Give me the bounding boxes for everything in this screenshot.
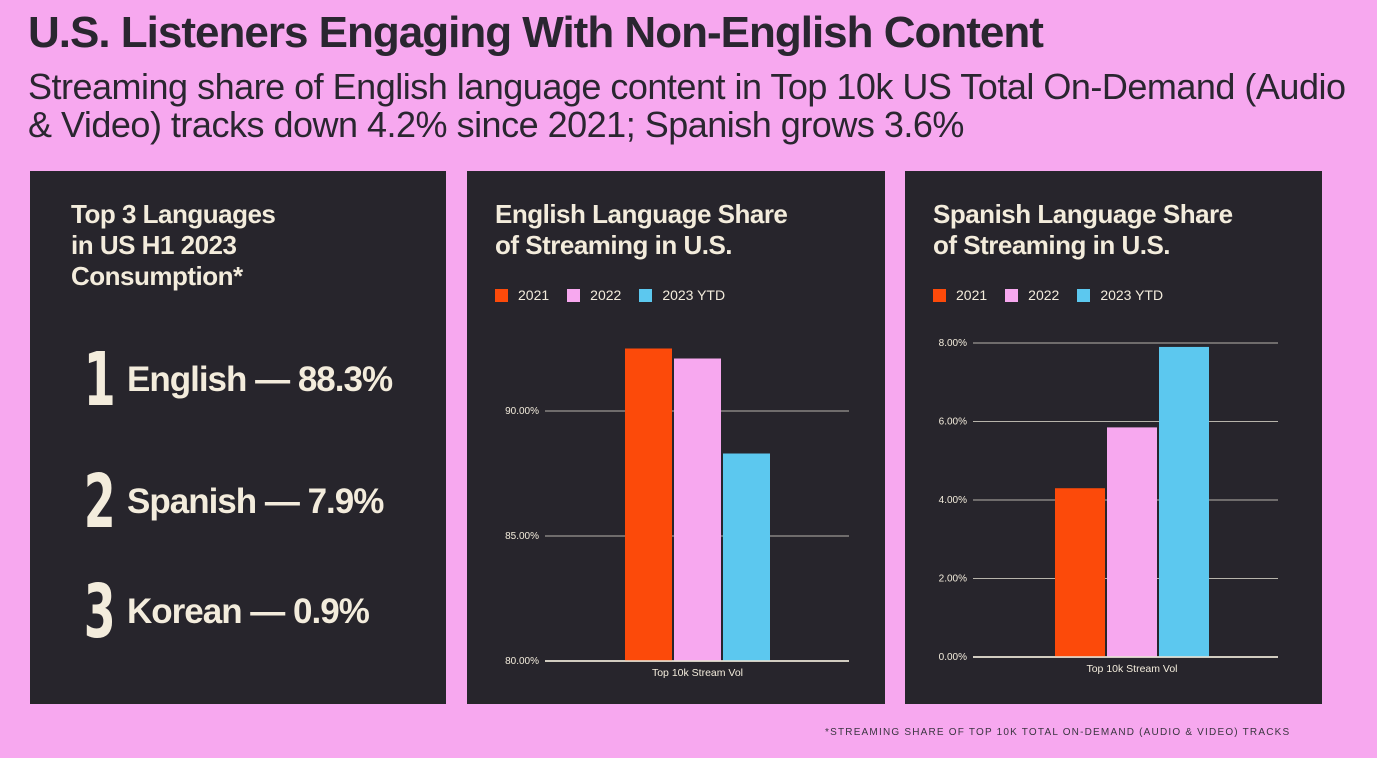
legend-label: 2021 (956, 287, 988, 303)
y-tick-label: 85.00% (505, 531, 539, 542)
y-tick-label: 80.00% (505, 656, 539, 667)
rank-number: 2 (83, 459, 116, 545)
legend-label: 2021 (518, 287, 550, 303)
y-tick-label: 4.00% (939, 495, 967, 506)
english-chart-panel: English Language Share of Streaming in U… (467, 171, 885, 704)
rank-number: 1 (83, 337, 116, 423)
spanish-bar-chart: 0.00% 2.00% 4.00% 6.00% 8.00% Top 10k Stream … (939, 338, 1278, 675)
legend-label: 2022 (1028, 287, 1060, 303)
rank-number: 3 (83, 569, 116, 655)
rank-row-1: 1 English — 88.3% (75, 337, 393, 423)
legend-swatch (1077, 288, 1091, 302)
legend-label: 2023 YTD (1100, 287, 1164, 303)
x-category-label: Top 10k Stream Vol (652, 667, 743, 679)
bar-2021 (1055, 488, 1105, 657)
ranking-panel: Top 3 Languages in US H1 2023 Consumptio… (30, 171, 446, 704)
legend-item-2021: 2021 (933, 287, 987, 303)
rank-row-3: 3 Korean — 0.9% (75, 569, 370, 655)
legend-swatch (495, 288, 508, 302)
legend-label: 2022 (590, 287, 622, 303)
english-bar-chart: 80.00% 85.00% 90.00% Top 10k Stream Vol (505, 348, 849, 679)
chart-title: English Language Share of Streaming in U… (495, 199, 788, 260)
legend-label: 2023 YTD (662, 287, 726, 303)
page-subtitle: Streaming share of English language cont… (28, 66, 1346, 145)
page-title: U.S. Listeners Engaging With Non-English… (28, 8, 1044, 57)
y-tick-label: 8.00% (939, 338, 967, 349)
rank-row-2: 2 Spanish — 7.9% (75, 459, 385, 545)
legend-item-2022: 2022 (1005, 287, 1059, 303)
bar-2023-ytd (1159, 346, 1209, 657)
legend-item-2023: 2023 YTD (639, 287, 725, 303)
spanish-chart-panel: Spanish Language Share of Streaming in U… (905, 171, 1322, 704)
chart-legend: 2021 2022 2023 YTD (495, 287, 743, 303)
chart-legend: 2021 2022 2023 YTD (933, 287, 1181, 303)
bar-2022 (1107, 427, 1157, 657)
legend-item-2021: 2021 (495, 287, 549, 303)
footnote: *STREAMING SHARE OF TOP 10K TOTAL ON-DEM… (825, 727, 1291, 738)
rank-label: Korean — 0.9% (127, 592, 370, 631)
legend-swatch (639, 288, 653, 302)
bar-2022 (674, 358, 721, 661)
legend-item-2023: 2023 YTD (1077, 287, 1163, 303)
legend-item-2022: 2022 (567, 287, 621, 303)
y-tick-label: 0.00% (939, 652, 967, 663)
bar-2021 (625, 348, 672, 661)
rank-label: English — 88.3% (127, 360, 393, 399)
y-tick-label: 6.00% (939, 417, 967, 428)
legend-swatch (1005, 288, 1019, 302)
chart-title: Spanish Language Share of Streaming in U… (933, 199, 1233, 260)
legend-swatch (933, 288, 946, 302)
ranking-title: Top 3 Languages in US H1 2023 Consumptio… (71, 199, 276, 291)
rank-label: Spanish — 7.9% (127, 482, 384, 521)
x-category-label: Top 10k Stream Vol (1086, 663, 1177, 675)
bar-2023-ytd (723, 453, 770, 661)
y-tick-label: 2.00% (939, 574, 967, 585)
y-tick-label: 90.00% (505, 406, 539, 417)
legend-swatch (567, 288, 581, 302)
